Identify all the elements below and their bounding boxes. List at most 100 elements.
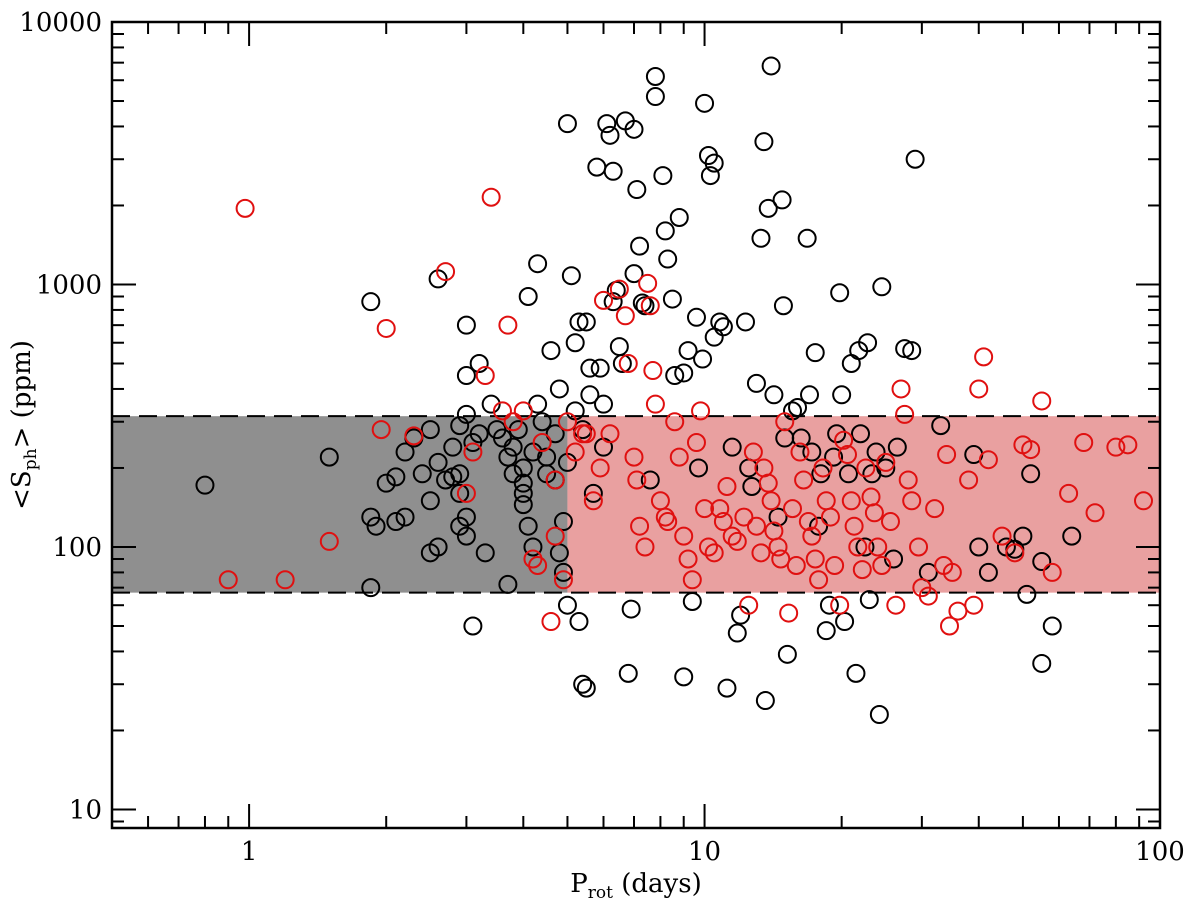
data-point-series-0	[420, 491, 440, 511]
data-point-series-0	[428, 452, 448, 472]
data-point-series-1	[436, 262, 456, 282]
data-point-series-0	[565, 333, 585, 353]
data-point-series-0	[751, 228, 771, 248]
data-point-series-0	[541, 341, 561, 361]
data-point-series-0	[428, 537, 448, 557]
data-point-series-1	[964, 595, 984, 615]
data-point-series-1	[834, 430, 854, 450]
data-point-series-0	[754, 132, 774, 152]
data-point-series-0	[805, 343, 825, 363]
data-point-series-0	[549, 379, 569, 399]
data-point-series-1	[635, 537, 655, 557]
data-point-series-0	[682, 591, 702, 611]
data-point-series-0	[594, 394, 614, 414]
data-point-series-0	[528, 254, 548, 274]
x-axis-title-rest: (days)	[613, 869, 702, 899]
data-point-series-0	[376, 473, 396, 493]
y-axis-title-sub: ph	[21, 448, 41, 470]
data-point-series-0	[755, 691, 775, 711]
data-point-series-1	[876, 452, 896, 472]
data-point-series-0	[1013, 526, 1033, 546]
data-point-series-1	[746, 516, 766, 536]
data-point-series-0	[513, 458, 533, 478]
data-point-series-1	[761, 491, 781, 511]
data-point-series-0	[802, 442, 822, 462]
data-point-series-0	[645, 87, 665, 107]
data-point-series-0	[722, 437, 742, 457]
data-point-series-0	[420, 420, 440, 440]
data-point-series-0	[773, 296, 793, 316]
y-tick-label: 10000	[19, 8, 102, 38]
data-point-series-0	[580, 358, 600, 378]
data-point-series-1	[275, 570, 295, 590]
shaded-regions	[112, 416, 1160, 593]
data-point-series-1	[638, 273, 658, 293]
data-point-series-1	[852, 560, 872, 580]
data-point-series-0	[689, 458, 709, 478]
x-axis-title: Prot (days)	[570, 869, 701, 903]
data-point-series-0	[621, 599, 641, 619]
data-point-series-0	[469, 424, 489, 444]
data-point-series-1	[481, 187, 501, 207]
data-point-series-1	[600, 424, 620, 444]
data-point-series-0	[851, 424, 871, 444]
data-point-series-1	[710, 499, 730, 519]
data-point-series-0	[800, 385, 820, 405]
data-point-series-1	[940, 616, 960, 636]
data-point-series-0	[772, 190, 792, 210]
data-point-series-1	[643, 361, 663, 381]
data-point-series-0	[788, 397, 808, 417]
data-point-series-1	[864, 503, 884, 523]
data-point-series-1	[844, 516, 864, 536]
data-point-series-1	[918, 586, 938, 606]
data-point-series-1	[674, 526, 694, 546]
data-point-series-0	[557, 595, 577, 615]
data-point-series-0	[503, 437, 523, 457]
data-point-series-0	[469, 354, 489, 374]
data-point-series-1	[841, 491, 861, 511]
data-point-series-1	[830, 595, 850, 615]
data-point-series-0	[632, 293, 652, 313]
data-point-series-1	[594, 290, 614, 310]
data-point-series-0	[456, 526, 476, 546]
data-point-series-1	[820, 507, 840, 527]
data-point-series-0	[887, 437, 907, 457]
data-point-series-1	[583, 491, 603, 511]
data-point-series-1	[475, 366, 495, 386]
data-point-series-1	[545, 470, 565, 490]
data-point-series-0	[603, 292, 623, 312]
data-point-series-0	[532, 412, 552, 432]
x-tick-label: 1	[241, 837, 258, 867]
data-point-series-1	[624, 447, 644, 467]
data-point-series-1	[698, 537, 718, 557]
data-point-series-1	[1134, 491, 1154, 511]
data-point-series-0	[700, 166, 720, 186]
data-point-series-0	[665, 366, 685, 386]
data-point-series-0	[450, 483, 470, 503]
data-point-series-0	[597, 114, 617, 134]
data-point-series-1	[691, 401, 711, 421]
data-point-series-0	[361, 292, 381, 312]
data-point-series-1	[925, 499, 945, 519]
data-point-series-0	[600, 125, 620, 145]
data-point-series-1	[665, 412, 685, 432]
data-point-series-1	[545, 526, 565, 546]
data-point-series-1	[1032, 391, 1052, 411]
data-points	[195, 56, 1154, 725]
data-point-series-1	[1042, 562, 1062, 582]
data-point-series-1	[404, 426, 424, 446]
data-point-series-0	[761, 56, 781, 76]
data-point-series-1	[974, 347, 994, 367]
data-point-series-1	[798, 512, 818, 532]
data-point-series-0	[412, 464, 432, 484]
data-point-series-0	[645, 66, 665, 86]
data-point-series-0	[386, 512, 406, 532]
data-point-series-1	[937, 445, 957, 465]
data-point-series-1	[880, 512, 900, 532]
data-point-series-0	[832, 385, 852, 405]
data-point-series-0	[819, 595, 839, 615]
data-point-series-1	[978, 450, 998, 470]
data-point-series-0	[830, 283, 850, 303]
data-point-series-1	[768, 537, 788, 557]
